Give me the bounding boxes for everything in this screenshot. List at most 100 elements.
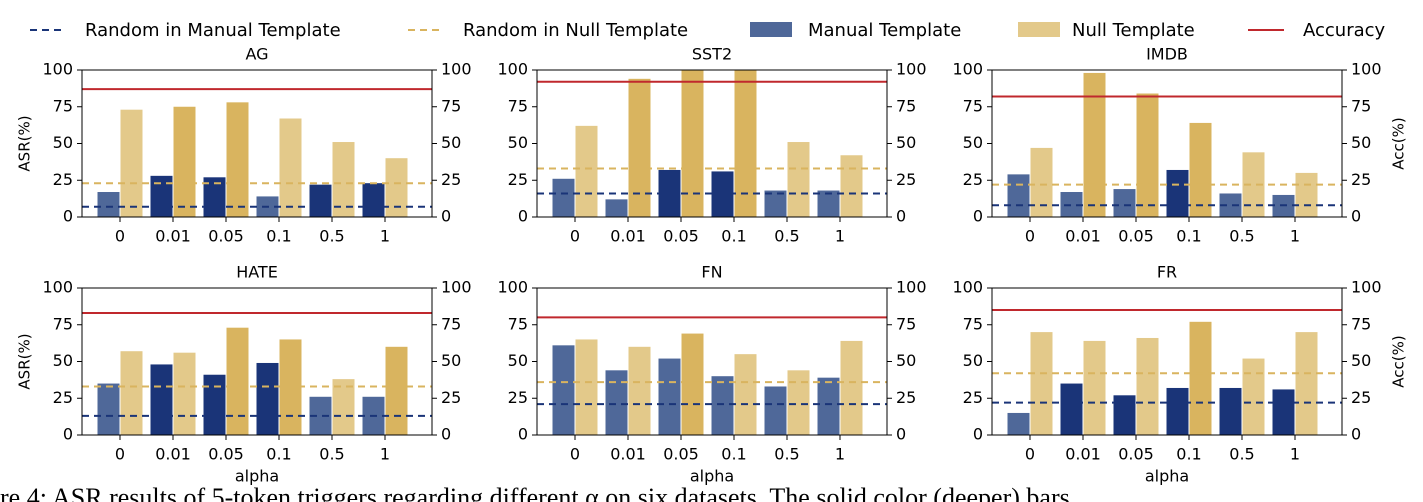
x-axis-label: alpha: [690, 467, 734, 486]
bar: [628, 78, 651, 217]
bar: [1136, 337, 1159, 435]
bar: [1295, 332, 1318, 435]
x-tick-label: 0.05: [1118, 227, 1154, 246]
caption: re 4: ASR results of 5-token triggers re…: [0, 483, 1070, 502]
bar: [1166, 169, 1189, 217]
bar: [332, 142, 355, 217]
bar: [628, 346, 651, 435]
plot-frame: [81, 287, 433, 436]
subplot-title: FN: [701, 263, 722, 282]
bar: [575, 125, 598, 217]
y-tick-label: 75: [963, 96, 983, 115]
bar: [1030, 332, 1053, 435]
y-tick-label: 25: [53, 170, 73, 189]
bar: [226, 102, 249, 217]
bar: [1083, 72, 1106, 217]
y2-tick-label: 75: [1351, 96, 1371, 115]
y-tick-label: 75: [963, 314, 983, 333]
x-tick-label: 0: [1025, 445, 1035, 464]
y2-tick-label: 100: [441, 60, 472, 79]
x-tick-label: 0: [115, 227, 125, 246]
y2-tick-label: 25: [896, 388, 916, 407]
y2-tick-label: 50: [1351, 351, 1371, 370]
x-tick-label: 1: [835, 227, 845, 246]
x-tick-label: 0.1: [1176, 445, 1201, 464]
x-tick-label: 1: [380, 227, 390, 246]
x-tick-label: 0: [570, 227, 580, 246]
y2-axis-label: Acc(%): [1390, 117, 1408, 169]
x-tick-label: 0.05: [208, 227, 244, 246]
y2-tick-label: 75: [896, 96, 916, 115]
bar: [97, 192, 120, 217]
y-tick-label: 50: [963, 133, 983, 152]
plot-frame: [81, 69, 433, 218]
y2-tick-label: 100: [896, 278, 927, 297]
y-tick-label: 25: [508, 388, 528, 407]
bar: [605, 370, 628, 435]
legend-label: Random in Null Template: [463, 20, 688, 41]
bar: [575, 339, 598, 435]
x-tick-label: 0.5: [1229, 445, 1254, 464]
y-tick-label: 75: [53, 314, 73, 333]
bar: [385, 158, 408, 217]
y-tick-label: 100: [42, 60, 73, 79]
y-tick-label: 0: [973, 207, 983, 226]
y2-tick-label: 100: [896, 60, 927, 79]
legend-swatch: [750, 22, 792, 37]
bar: [1272, 389, 1295, 435]
x-tick-label: 0.1: [721, 227, 746, 246]
bar: [1242, 152, 1265, 217]
bar: [658, 358, 681, 435]
bar: [764, 386, 787, 435]
y-tick-label: 25: [508, 170, 528, 189]
bar: [309, 396, 332, 435]
y-tick-label: 25: [963, 388, 983, 407]
y2-tick-label: 50: [1351, 133, 1371, 152]
bar: [840, 340, 863, 435]
y-tick-label: 100: [497, 60, 528, 79]
y2-tick-label: 50: [896, 133, 916, 152]
y2-tick-label: 0: [441, 425, 451, 444]
subplot-title: IMDB: [1146, 45, 1188, 64]
bar: [734, 354, 757, 435]
subplot-title: AG: [245, 45, 268, 64]
y2-tick-label: 75: [441, 96, 461, 115]
x-axis-label: alpha: [235, 467, 279, 486]
bar: [1007, 174, 1030, 217]
y-tick-label: 100: [497, 278, 528, 297]
bar: [309, 184, 332, 217]
bar: [1060, 192, 1083, 217]
y2-tick-label: 75: [896, 314, 916, 333]
bar: [817, 377, 840, 435]
y-tick-label: 50: [508, 351, 528, 370]
x-tick-label: 0.01: [1065, 227, 1101, 246]
bar: [1007, 412, 1030, 435]
x-tick-label: 0.5: [774, 227, 799, 246]
x-tick-label: 1: [1290, 227, 1300, 246]
y2-tick-label: 25: [441, 388, 461, 407]
y2-tick-label: 100: [1351, 278, 1382, 297]
y-axis-label: ASR(%): [16, 333, 34, 389]
bar: [1113, 189, 1136, 217]
x-tick-label: 0.05: [1118, 445, 1154, 464]
y-tick-label: 25: [53, 388, 73, 407]
bar: [1113, 395, 1136, 435]
bar: [1189, 321, 1212, 435]
y-tick-label: 100: [42, 278, 73, 297]
legend-label: Random in Manual Template: [85, 20, 341, 41]
x-tick-label: 0.01: [610, 445, 646, 464]
y2-tick-label: 25: [441, 170, 461, 189]
y2-tick-label: 0: [1351, 207, 1361, 226]
plot-frame: [991, 287, 1343, 436]
x-tick-label: 0.05: [208, 445, 244, 464]
x-tick-label: 0: [1025, 227, 1035, 246]
bar: [173, 352, 196, 435]
y2-tick-label: 25: [1351, 170, 1371, 189]
bar: [1030, 147, 1053, 217]
legend-label: Manual Template: [808, 20, 961, 41]
bar: [764, 190, 787, 217]
x-tick-label: 1: [380, 445, 390, 464]
x-tick-label: 0.1: [1176, 227, 1201, 246]
y-tick-label: 50: [53, 351, 73, 370]
